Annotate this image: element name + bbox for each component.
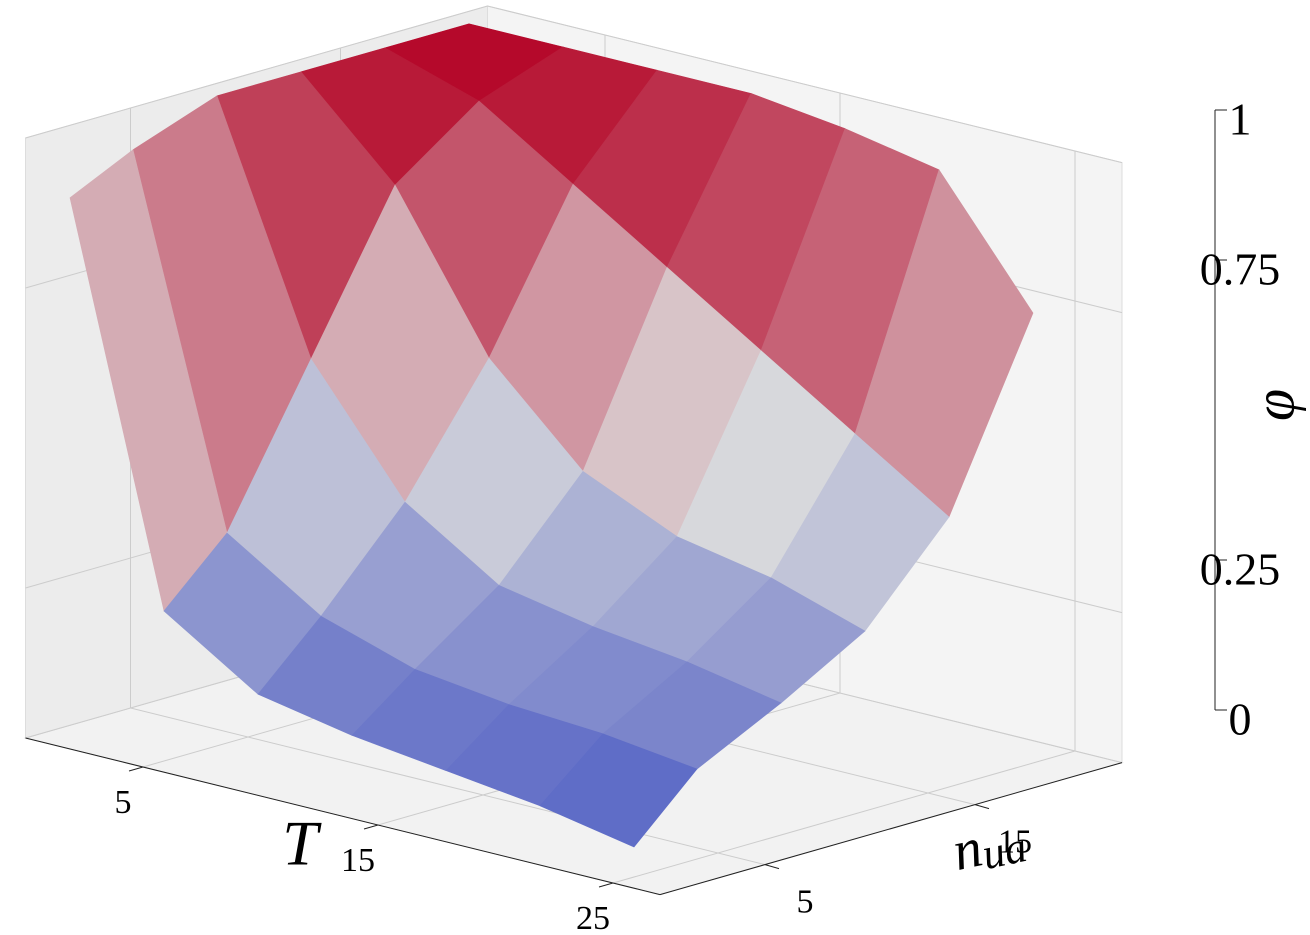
y-tick-label: 15 (998, 823, 1032, 860)
x-tick-label: 15 (341, 842, 375, 879)
x-tick (128, 766, 144, 772)
surface (69, 23, 1034, 848)
y-tick-label: 5 (797, 883, 814, 920)
x-tick (363, 824, 379, 830)
y-tick (764, 864, 780, 870)
z-tick-label: 0 (1229, 694, 1252, 745)
x-axis-line (25, 737, 661, 896)
x-tick (598, 882, 614, 888)
y-tick (974, 804, 990, 810)
x-axis-label: T (282, 808, 322, 879)
surface-cell (539, 733, 698, 848)
x-tick-label: 5 (115, 784, 132, 821)
z-tick-label: 0.75 (1200, 244, 1281, 295)
x-tick-label: 25 (576, 900, 610, 935)
y-axis-line (659, 762, 1123, 896)
y-axis-label: nua (947, 807, 1031, 885)
z-axis-label: φ (1241, 389, 1306, 421)
grid-line (25, 5, 1123, 164)
y-label-sub: ua (978, 822, 1031, 879)
z-tick-label: 0.25 (1200, 544, 1281, 595)
z-tick-label: 1 (1229, 94, 1252, 145)
